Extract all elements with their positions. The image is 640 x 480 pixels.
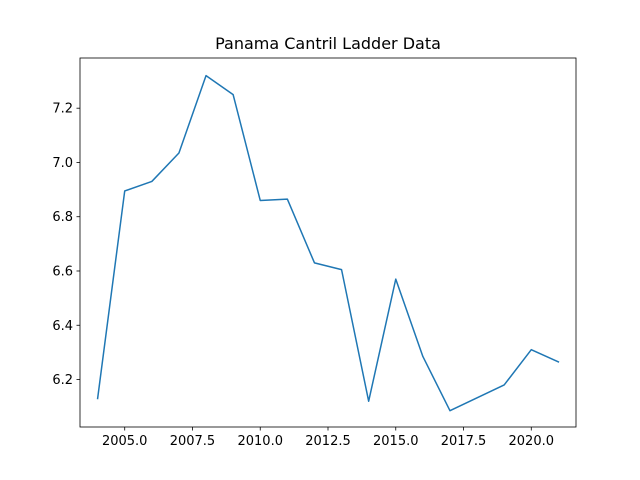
x-tick-label-5: 2017.5 bbox=[441, 434, 487, 449]
y-tick-label-2: 6.6 bbox=[52, 264, 73, 279]
x-tick-label-4: 2015.0 bbox=[373, 434, 419, 449]
x-tick-label-1: 2007.5 bbox=[170, 434, 216, 449]
y-tick-label-0: 6.2 bbox=[52, 373, 73, 388]
x-tick-label-0: 2005.0 bbox=[102, 434, 148, 449]
y-tick-label-4: 7.0 bbox=[52, 156, 73, 171]
y-tick-label-1: 6.4 bbox=[52, 319, 73, 334]
x-tick-label-3: 2012.5 bbox=[305, 434, 351, 449]
x-tick-label-2: 2010.0 bbox=[237, 434, 283, 449]
chart-title: Panama Cantril Ladder Data bbox=[215, 34, 441, 53]
y-tick-label-3: 6.8 bbox=[52, 210, 73, 225]
y-axis: 6.2 6.4 6.6 6.8 7.0 7.2 bbox=[52, 102, 80, 388]
series-layer bbox=[96, 74, 560, 412]
x-tick-label-6: 2020.0 bbox=[509, 434, 555, 449]
y-tick-label-5: 7.2 bbox=[52, 102, 73, 117]
x-axis: 2005.0 2007.5 2010.0 2012.5 2015.0 2017.5 2020… bbox=[102, 427, 554, 449]
series-line-0 bbox=[96, 74, 560, 412]
